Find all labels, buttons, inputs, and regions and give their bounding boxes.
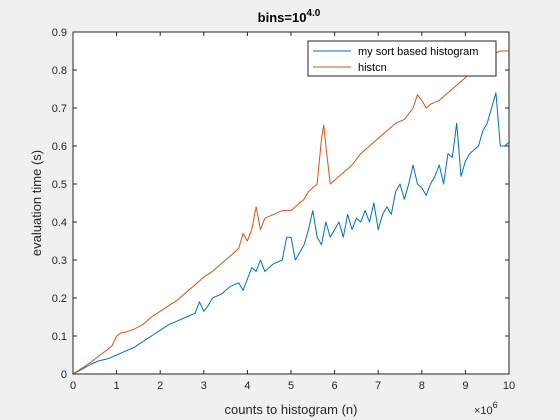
y-tick-label: 0.7 <box>52 103 67 115</box>
x-axis-label: counts to histogram (n) <box>225 402 358 417</box>
legend-box <box>307 40 497 77</box>
series-line-1 <box>72 92 510 375</box>
x-tick-label: 0 <box>70 380 76 392</box>
x-tick-label: 3 <box>201 380 207 392</box>
series-line-2 <box>72 50 509 375</box>
y-tick-label: 0.4 <box>52 217 67 229</box>
x-exponent-base: ×10 <box>474 405 493 417</box>
x-tick-label: 10 <box>503 380 515 392</box>
y-axis-label: evaluation time (s) <box>29 150 44 256</box>
y-tick-label: 0.3 <box>52 255 67 267</box>
y-tick-label: 0.2 <box>52 293 67 305</box>
x-tick-label: 2 <box>157 380 163 392</box>
plot-area <box>73 32 509 374</box>
legend-label-series-1: my sort based histogram <box>358 46 478 58</box>
x-exponent-label: ×106 <box>474 400 498 417</box>
y-tick-label: 0.6 <box>52 141 67 153</box>
chart-title-base: bins=10 <box>258 10 307 25</box>
ticks-layer: 0 1 2 3 4 5 6 7 8 9 10 0 0.1 0.2 0.3 0.4 0.5 0.6 0.7 0.8 0.9 <box>52 27 515 392</box>
x-tick-label: 1 <box>114 380 120 392</box>
x-exponent-power: 6 <box>493 400 498 410</box>
y-tick-label: 0 <box>61 369 67 381</box>
series-layer <box>72 50 510 375</box>
y-tick-label: 0.9 <box>52 27 67 39</box>
y-tick-label: 0.1 <box>52 331 67 343</box>
legend: my sort based histogram histcn <box>307 40 497 77</box>
x-tick-label: 9 <box>462 380 468 392</box>
legend-label-series-2: histcn <box>358 62 387 74</box>
x-tick-label: 8 <box>419 380 425 392</box>
y-tick-label: 0.5 <box>52 179 67 191</box>
chart-title-exponent: 4.0 <box>306 8 320 19</box>
y-tick-label: 0.8 <box>52 65 67 77</box>
x-tick-label: 6 <box>332 380 338 392</box>
x-tick-label: 4 <box>244 380 250 392</box>
x-tick-label: 5 <box>288 380 294 392</box>
chart-title: bins=104.0 <box>258 8 321 25</box>
x-tick-label: 7 <box>375 380 381 392</box>
